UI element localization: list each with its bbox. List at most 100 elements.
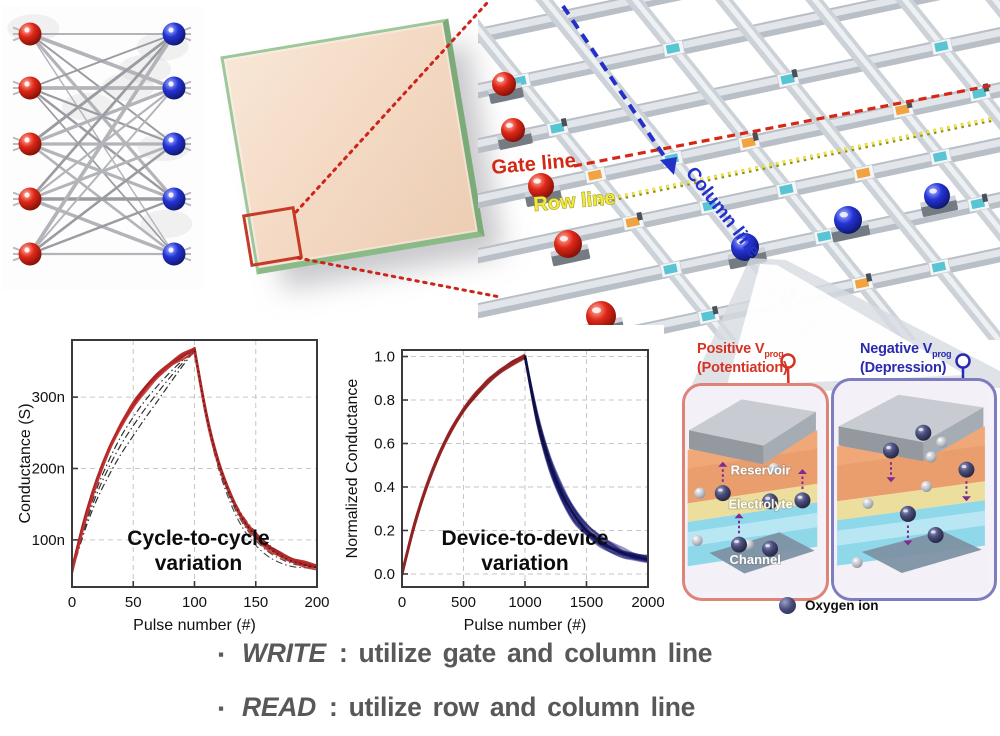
ion-motion-arrowhead <box>886 477 896 483</box>
contact-block <box>791 68 798 78</box>
cyan-pad <box>779 183 794 195</box>
gate-line-label: Gate line <box>491 150 577 179</box>
axis-ticks <box>71 396 318 587</box>
link <box>29 197 175 256</box>
gate-input-sphere <box>496 118 533 150</box>
cyan-pad <box>971 87 987 99</box>
bottom-electrode <box>709 532 815 574</box>
ion-highlight <box>770 465 775 468</box>
x-axis-label: Pulse number (#) <box>133 617 256 634</box>
read-rest: : utilize row and column line <box>317 692 696 722</box>
device-pad <box>698 197 722 215</box>
ion-highlight <box>930 530 936 534</box>
y-axis-label: Normalized Conductance <box>344 379 361 559</box>
series-path <box>523 357 647 563</box>
column-bar-highlight <box>991 0 1000 11</box>
device-pad <box>659 260 683 279</box>
vacancy-sphere <box>920 481 932 492</box>
sphere-highlight <box>592 307 601 314</box>
y-tick-label: 1.0 <box>374 349 395 366</box>
bullet-square-icon: ▪ <box>218 699 225 718</box>
notes: ▪ WRITE : utilize gate and column line ▪… <box>218 638 712 736</box>
sphere-highlight <box>929 188 937 194</box>
oxygen-ion-legend: Oxygen ion <box>779 597 879 614</box>
contact-block <box>560 117 568 127</box>
gate-input-sphere <box>487 72 524 104</box>
vacancy-sphere <box>851 556 863 568</box>
read-bullet: ▪ READ : utilize row and column line <box>218 692 712 723</box>
bullet-square-icon: ▪ <box>218 645 225 664</box>
node-highlight <box>24 247 30 253</box>
x-tick-label: 2000 <box>631 594 664 611</box>
normalized-conductance-chart: 0 500 1000 1500 2000 0.0 0.2 0.4 0.6 0.8 1.0 Pulse … <box>344 325 664 643</box>
ion-motion-arrowhead <box>903 540 913 546</box>
electrolyte-label: Electrolyte <box>729 498 793 512</box>
device-pad <box>852 164 876 183</box>
sphere <box>924 183 950 209</box>
output-node <box>162 22 186 46</box>
electrolyte-layer <box>687 483 818 522</box>
depression-card <box>831 378 997 601</box>
x-tick-label: 1500 <box>570 594 603 611</box>
depression-probe-terminal <box>955 353 971 369</box>
output-node <box>162 132 186 156</box>
potentiation-label: Positive Vprog (Potentiation) <box>697 341 788 377</box>
cyan-pad <box>663 263 678 275</box>
device-pad <box>775 180 799 199</box>
device-pad <box>891 99 915 119</box>
y-tick-label: 0.8 <box>374 392 395 409</box>
node-highlight <box>168 247 174 253</box>
y-tick-label: 200n <box>32 460 65 477</box>
link <box>29 33 175 89</box>
potentiation-title-sub: prog <box>764 348 784 359</box>
link <box>29 87 175 255</box>
sphere-highlight <box>533 178 541 184</box>
oxygen-ion-sphere <box>882 442 899 459</box>
ion-highlight <box>853 559 858 562</box>
contact-block <box>981 193 989 203</box>
cyan-pad <box>932 151 948 163</box>
column-output-sphere <box>920 183 958 217</box>
channel-layer-stripe <box>687 512 818 547</box>
reservoir-label: Reservoir <box>731 463 791 478</box>
bottom-electrode <box>861 530 982 573</box>
node-highlight <box>168 27 174 33</box>
device-pad <box>966 193 990 213</box>
oxygen-ion-sphere <box>927 527 944 544</box>
conductance-chart: 0 50 100 150 200 100n 200n 300n Pulse number (#)… <box>16 325 334 643</box>
vacancy-sphere <box>862 497 874 509</box>
sphere <box>834 206 862 234</box>
decay-dots <box>193 350 316 569</box>
orange-pad <box>625 216 640 228</box>
device-pad <box>662 39 685 58</box>
ion-highlight <box>797 495 803 499</box>
ion-highlight <box>765 544 771 548</box>
write-rest: : utilize gate and column line <box>327 638 713 668</box>
device-pad <box>546 117 570 138</box>
series-path <box>523 356 647 561</box>
sphere <box>501 118 525 142</box>
series <box>403 353 647 577</box>
y-axis-label: Conductance (S) <box>17 403 34 523</box>
sphere-highlight <box>505 123 513 128</box>
oxygen-ion-sphere <box>794 492 811 509</box>
input-node <box>18 132 42 156</box>
network-links <box>12 26 192 262</box>
device-pad <box>930 37 954 56</box>
y-tick-label: 0.4 <box>374 479 395 496</box>
orange-pad <box>856 167 871 179</box>
series <box>73 346 316 574</box>
y-tick-label: 300n <box>32 389 65 406</box>
node-highlight <box>168 192 174 198</box>
link <box>28 33 176 200</box>
output-node <box>162 242 186 266</box>
oxygen-ion-sphere <box>915 424 932 441</box>
potentiation-title: Positive V <box>697 341 765 357</box>
y-tick-label: 0.0 <box>374 566 395 583</box>
input-node <box>18 76 42 100</box>
y-tick-label: 100n <box>32 532 65 549</box>
oxygen-ion-sphere-icon <box>779 597 796 614</box>
write-bullet: ▪ WRITE : utilize gate and column line <box>218 638 712 669</box>
